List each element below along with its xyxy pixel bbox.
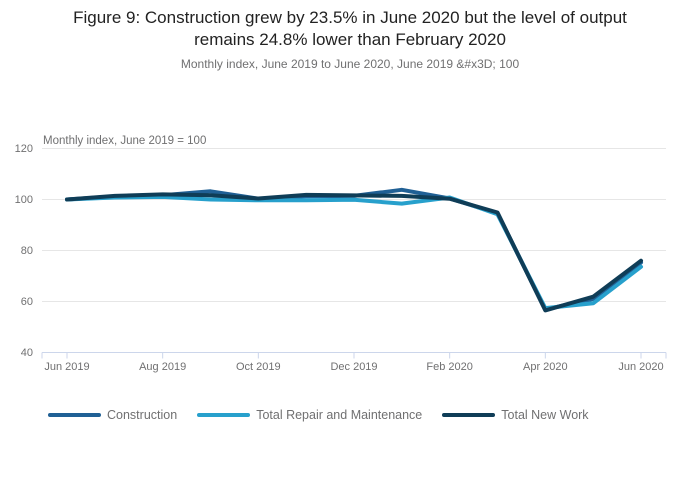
legend-label-construction: Construction (107, 408, 178, 422)
chart-title: Figure 9: Construction grew by 23.5% in … (0, 7, 700, 51)
series-line-total-new-work (65, 192, 643, 313)
chart-legend: Construction Total Repair and Maintenance… (48, 408, 589, 422)
x-axis-label-oct-2019: Oct 2019 (236, 361, 281, 373)
x-axis-label-dec-2019: Dec 2019 (330, 361, 378, 373)
y-axis-label-80: 80 (20, 244, 33, 257)
y-axis-label-60: 60 (20, 295, 33, 308)
x-axis-label-jun-2019: Jun 2019 (44, 361, 90, 373)
chart-title-line2: remains 24.8% lower than February 2020 (194, 30, 506, 49)
x-axis-label-aug-2019: Aug 2019 (139, 361, 187, 373)
legend-item-construction[interactable]: Construction (48, 408, 177, 422)
series-line-construction (65, 187, 643, 312)
chart-title-line1: Figure 9: Construction grew by 23.5% in … (73, 8, 627, 27)
legend-swatch-total-repair-and-maintenance (197, 413, 251, 417)
y-axis-label-100: 100 (14, 193, 33, 206)
legend-item-total-repair-and-maintenance[interactable]: Total Repair and Maintenance (197, 408, 422, 422)
legend-swatch-total-new-work (442, 413, 496, 417)
y-axis-title: Monthly index, June 2019 = 100 (43, 135, 207, 147)
legend-label-total-repair-and-maintenance: Total Repair and Maintenance (256, 408, 423, 422)
x-axis-label-apr-2020: Apr 2020 (523, 361, 568, 373)
legend-item-total-new-work[interactable]: Total New Work (442, 408, 589, 422)
x-axis-label-jun-2020: Jun 2020 (618, 361, 664, 373)
x-axis-label-feb-2020: Feb 2020 (426, 361, 473, 373)
chart-subtitle: Monthly index, June 2019 to June 2020, J… (180, 57, 520, 71)
series-line-total-repair-and-maintenance (65, 194, 643, 311)
legend-swatch-construction (48, 413, 101, 417)
legend-label-total-new-work: Total New Work (501, 408, 589, 422)
y-axis-label-120: 120 (14, 142, 33, 155)
y-axis-label-40: 40 (20, 346, 33, 359)
